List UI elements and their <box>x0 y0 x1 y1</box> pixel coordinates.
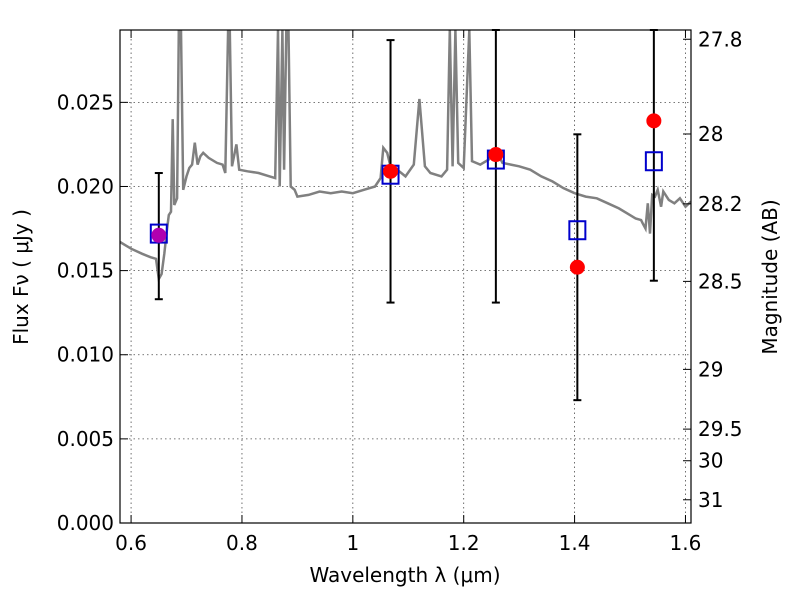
y-tick-label: 0.015 <box>57 259 114 283</box>
x-tick-label: 0.6 <box>115 531 147 555</box>
observed-flux-point <box>569 259 585 275</box>
x-tick-label: 1.4 <box>559 531 591 555</box>
right-tick-label: 27.8 <box>698 27 743 51</box>
right-axis-label: Magnitude (AB) <box>758 199 782 354</box>
y-axis-label: Flux Fν ( μJy ) <box>9 209 33 345</box>
x-tick-label: 0.8 <box>226 531 258 555</box>
right-tick-label: 29.5 <box>698 417 743 441</box>
grid-lines <box>120 30 691 524</box>
observed-flux-point <box>488 147 504 163</box>
right-tick-label: 30 <box>698 449 723 473</box>
observed-flux-point <box>646 113 662 129</box>
plot-frame <box>119 29 692 524</box>
observed-flux-points <box>151 113 662 275</box>
right-tick-label: 31 <box>698 488 723 512</box>
right-tick-label: 28.5 <box>698 269 743 293</box>
x-axis-ticks: 0.6 0.8 1 1.2 1.4 1.6 <box>115 30 701 555</box>
x-tick-label: 1 <box>346 531 359 555</box>
model-spectrum-line <box>120 30 691 283</box>
y-tick-label: 0.025 <box>57 90 114 114</box>
observed-flux-point <box>151 227 167 243</box>
right-tick-label: 29 <box>698 357 723 381</box>
right-tick-label: 28.2 <box>698 192 743 216</box>
model-photometry-square <box>644 151 663 172</box>
y-tick-label: 0.005 <box>57 427 114 451</box>
x-axis-label: Wavelength λ (μm) <box>309 563 500 587</box>
right-axis-magnitude-ticks: 27.8 28 28.2 28.5 29 29.5 30 31 <box>683 27 743 512</box>
y-tick-label: 0.020 <box>57 174 114 198</box>
y-tick-label: 0.010 <box>57 343 114 367</box>
model-photometry-square <box>568 220 587 241</box>
y-tick-label: 0.000 <box>57 511 114 535</box>
right-tick-label: 28 <box>698 122 723 146</box>
observed-flux-point <box>383 163 399 179</box>
x-tick-label: 1.2 <box>448 531 480 555</box>
x-tick-label: 1.6 <box>670 531 702 555</box>
y-axis-ticks: 0.000 0.005 0.010 0.015 0.020 0.025 <box>57 90 128 535</box>
